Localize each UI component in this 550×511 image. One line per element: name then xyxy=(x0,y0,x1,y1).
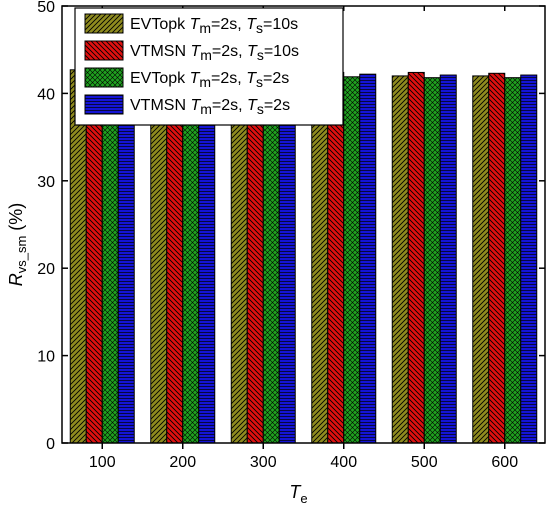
bar-600-series-3 xyxy=(504,77,522,444)
y-tick-label: 40 xyxy=(37,86,55,103)
legend-label: VTMSN Tm=2s, Ts=10s xyxy=(130,43,299,63)
bar-300-series-1 xyxy=(230,73,248,444)
legend: EVTopk Tm=2s, Ts=10s VTMSN Tm=2s, Ts=10s E… xyxy=(74,7,344,126)
legend-swatch xyxy=(84,13,124,34)
bar-200-series-1 xyxy=(150,72,168,444)
bar-600-series-4 xyxy=(520,74,538,444)
axes-layer: 0 10 20 30 40 50 100 200 300 400 500 600 xyxy=(37,0,545,471)
bar-600-series-2 xyxy=(488,72,506,444)
x-tick-label: 500 xyxy=(411,454,438,471)
x-tick-label: 600 xyxy=(491,454,518,471)
y-tick-label: 50 xyxy=(37,0,55,16)
bar-400-series-1 xyxy=(311,74,329,444)
x-tick-label: 100 xyxy=(89,454,116,471)
x-axis-title: Te xyxy=(289,482,307,506)
bar-500-series-4 xyxy=(439,74,457,444)
legend-swatch xyxy=(84,94,124,115)
legend-label: VTMSN Tm=2s, Ts=2s xyxy=(130,97,290,117)
y-axis-title: Rvs_sm (%) xyxy=(6,203,29,287)
y-axis-title-sub: vs_sm xyxy=(14,236,29,274)
legend-label: EVTopk Tm=2s, Ts=2s xyxy=(130,70,289,90)
bars-layer xyxy=(69,66,538,444)
bar-500-series-1 xyxy=(391,75,409,444)
bar-200-series-4 xyxy=(198,72,216,444)
x-tick-label: 400 xyxy=(330,454,357,471)
x-axis-title-sub: e xyxy=(300,491,307,506)
bar-400-series-2 xyxy=(327,71,345,444)
bar-500-series-2 xyxy=(407,71,425,444)
y-tick-label: 0 xyxy=(46,436,55,453)
bar-600-series-1 xyxy=(472,75,490,444)
bar-100-series-3 xyxy=(101,73,119,444)
bar-400-series-3 xyxy=(343,76,361,444)
y-tick-label: 20 xyxy=(37,261,55,278)
y-tick-label: 10 xyxy=(37,349,55,366)
legend-swatch xyxy=(84,40,124,61)
y-axis-title-main: R xyxy=(6,273,26,286)
x-tick-label: 300 xyxy=(250,454,277,471)
plot-frame xyxy=(61,5,546,444)
bar-200-series-3 xyxy=(182,75,200,444)
bar-300-series-2 xyxy=(246,71,264,444)
x-tick-label: 200 xyxy=(169,454,196,471)
y-axis-title-suffix: (%) xyxy=(6,203,26,236)
bar-400-series-4 xyxy=(359,73,377,444)
bar-100-series-4 xyxy=(117,71,135,444)
x-axis-title-main: T xyxy=(289,482,302,502)
bar-100-series-1 xyxy=(69,69,87,444)
bar-500-series-3 xyxy=(423,77,441,444)
legend-swatch xyxy=(84,67,124,88)
legend-label: EVTopk Tm=2s, Ts=10s xyxy=(130,16,298,36)
y-tick-label: 30 xyxy=(37,174,55,191)
bar-300-series-4 xyxy=(278,73,296,444)
bar-300-series-3 xyxy=(262,76,280,444)
bar-200-series-2 xyxy=(166,69,184,444)
